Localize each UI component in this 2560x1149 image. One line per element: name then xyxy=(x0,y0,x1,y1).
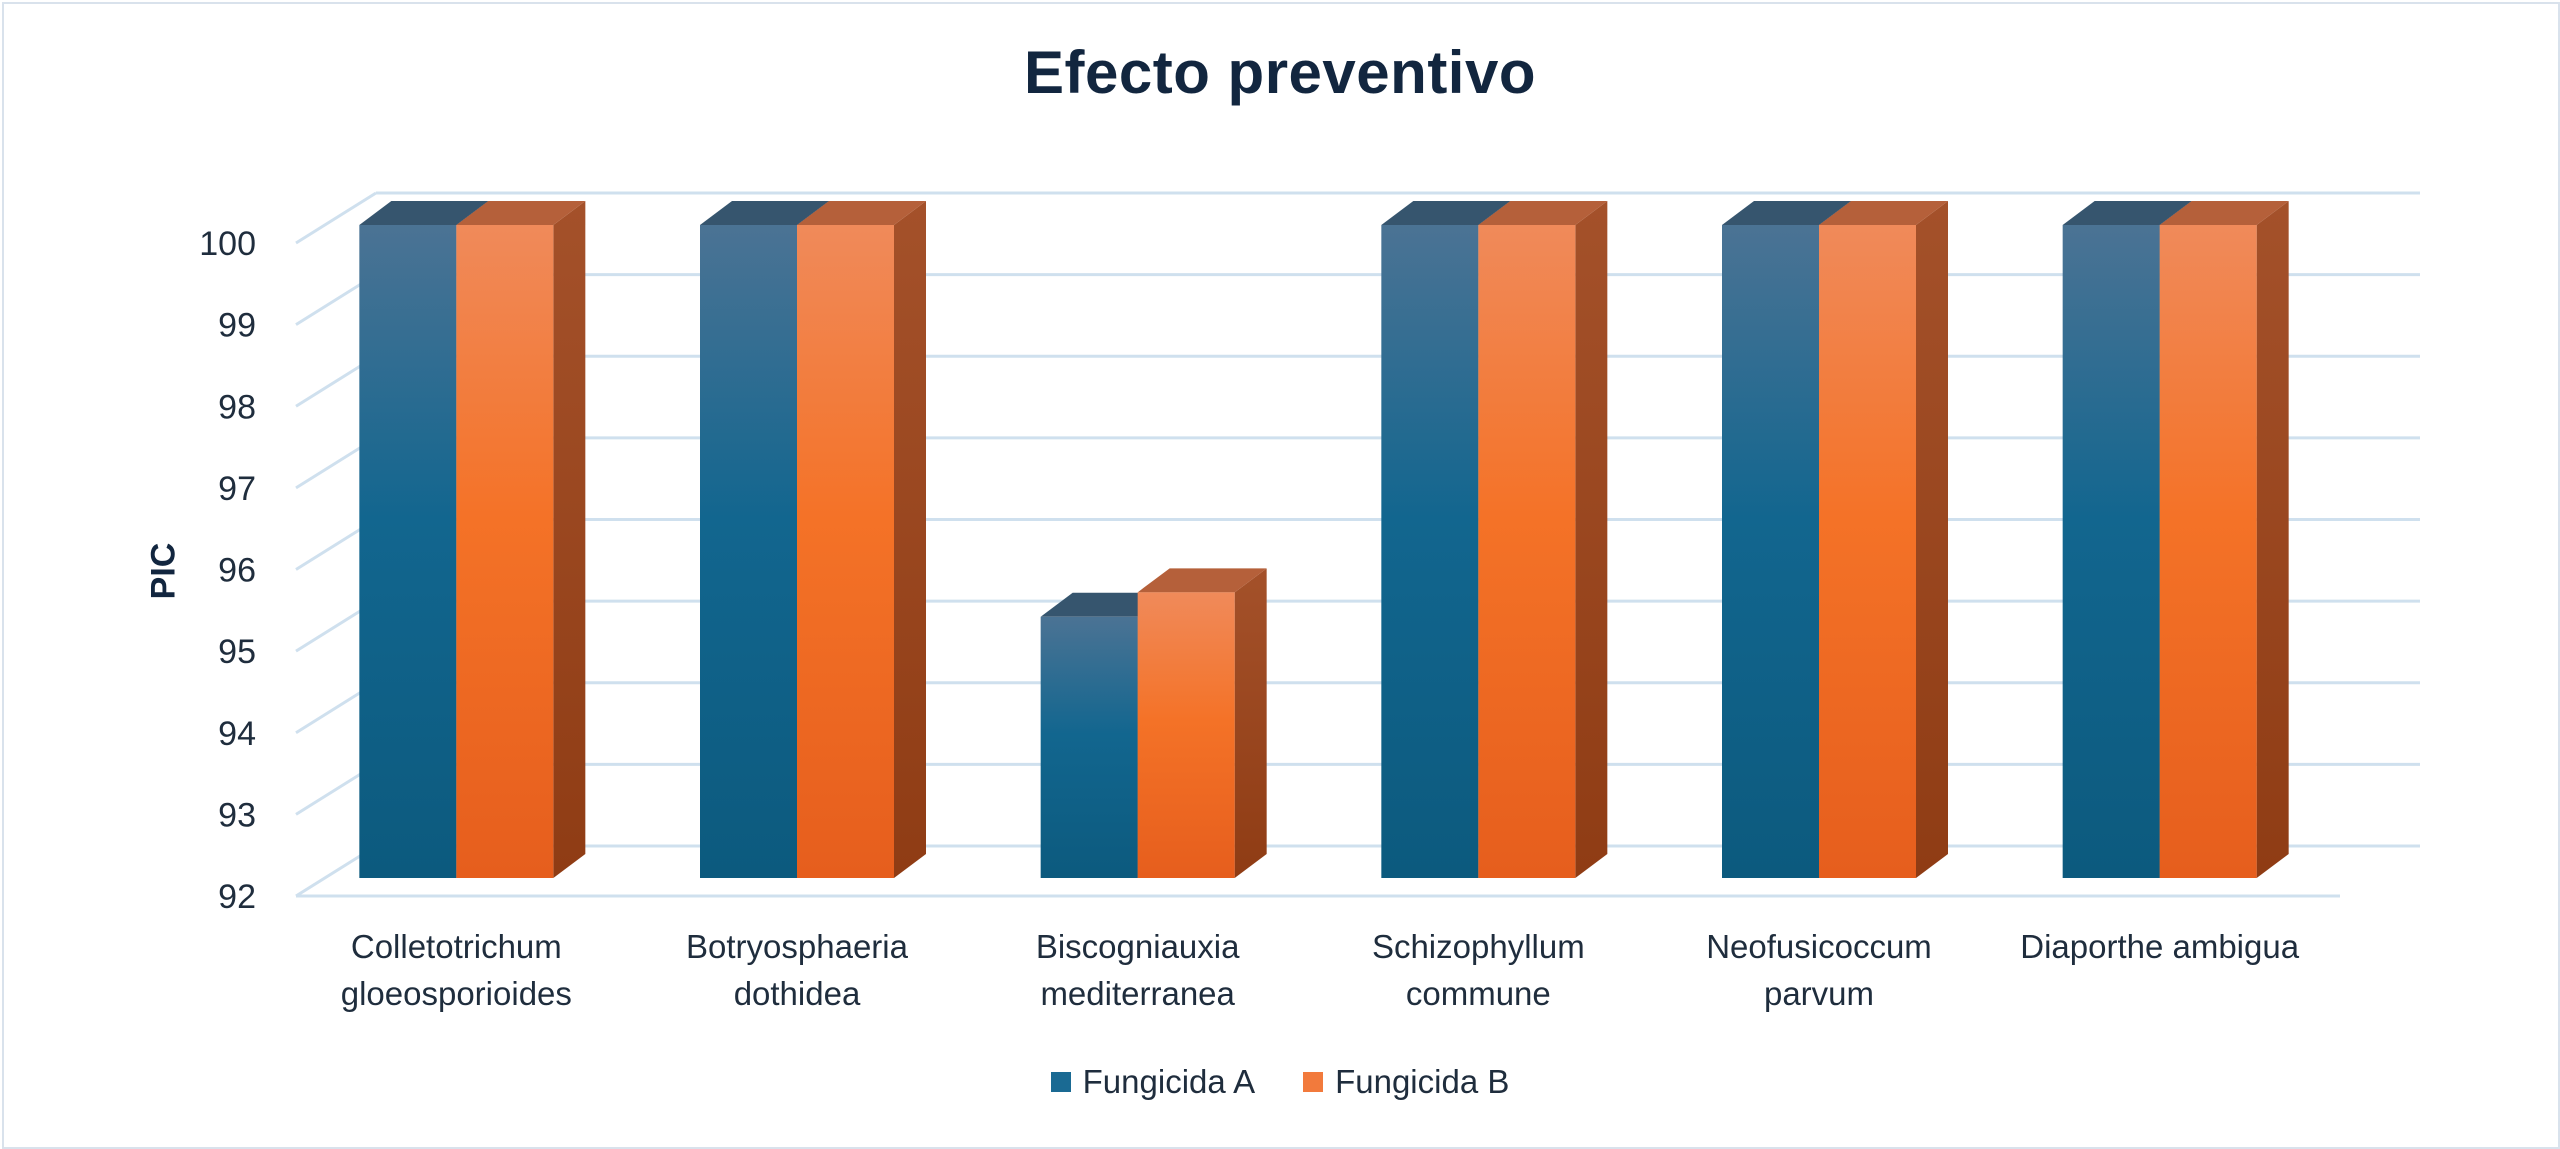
x-tick-label: Colletotrichum xyxy=(351,928,562,965)
x-tick-label: mediterranea xyxy=(1040,975,1235,1012)
bar-front-face xyxy=(700,225,797,878)
legend-label-fungicida-a: Fungicida A xyxy=(1082,1063,1256,1100)
bar-front-face xyxy=(2159,225,2257,878)
legend-swatch-fungicida-a xyxy=(1050,1072,1071,1092)
bar-side-face xyxy=(1575,201,1608,878)
x-tick-label: Biscogniauxia xyxy=(1036,928,1240,965)
bar-side-face xyxy=(553,201,586,878)
bar-side-face xyxy=(1916,201,1948,878)
y-tick-label: 96 xyxy=(218,552,256,590)
bar-top-face xyxy=(2159,201,2289,225)
y-tick-label: 97 xyxy=(218,470,256,508)
x-tick-label: Schizophyllum xyxy=(1372,928,1585,965)
bar xyxy=(1819,201,1948,878)
x-tick-label: Diaporthe ambigua xyxy=(2020,928,2299,965)
gridline-diagonal xyxy=(295,191,377,245)
bar-top-face xyxy=(797,201,926,225)
bar-front-face xyxy=(1819,225,1916,878)
x-tick-label: Botryosphaeria xyxy=(686,928,909,965)
bar-front-face xyxy=(1478,225,1576,878)
bar xyxy=(2159,201,2289,878)
legend-swatch-fungicida-b xyxy=(1303,1072,1324,1092)
bar-front-face xyxy=(1722,225,1819,878)
bar-top-face xyxy=(456,201,586,225)
x-tick-label: dothidea xyxy=(734,975,861,1012)
y-tick-label: 99 xyxy=(218,307,256,345)
bar-front-face xyxy=(1040,616,1138,878)
y-tick-label: 95 xyxy=(218,633,256,671)
legend-item-fungicida-a: Fungicida A xyxy=(1050,1063,1256,1101)
x-tick-label: parvum xyxy=(1764,975,1874,1012)
y-tick-label: 94 xyxy=(218,715,256,753)
bar-top-face xyxy=(1040,592,1170,617)
bar-top-face xyxy=(1722,201,1851,225)
y-tick-label: 92 xyxy=(218,878,256,916)
bar-side-face xyxy=(894,201,926,878)
bar xyxy=(456,201,586,878)
legend-item-fungicida-b: Fungicida B xyxy=(1303,1063,1509,1101)
bar-top-face xyxy=(2062,201,2192,225)
bar xyxy=(1478,201,1608,878)
bar-front-face xyxy=(1381,225,1479,878)
y-tick-label: 100 xyxy=(199,225,256,263)
axis-labels: 92 93 94 95 96 97 98 99 100 Colletotrichum gloeosp… xyxy=(199,225,2299,1012)
bar-top-face xyxy=(1381,201,1511,225)
bar-front-face xyxy=(2062,225,2160,878)
legend-label-fungicida-b: Fungicida B xyxy=(1335,1063,1510,1100)
bar-front-face xyxy=(1137,592,1235,878)
bar xyxy=(797,201,926,878)
y-tick-label: 98 xyxy=(218,388,256,426)
bar-top-face xyxy=(700,201,829,225)
legend: Fungicida A Fungicida B xyxy=(0,1063,2560,1101)
bars xyxy=(359,201,2289,878)
bar-front-face xyxy=(797,225,894,878)
bar-side-face xyxy=(2256,201,2289,878)
chart-title: Efecto preventivo xyxy=(1024,39,1536,106)
bar-top-face xyxy=(1819,201,1948,225)
bar-front-face xyxy=(456,225,554,878)
x-tick-label: Neofusicoccum xyxy=(1706,928,1932,965)
y-tick-label: 93 xyxy=(218,796,256,834)
bar xyxy=(1137,568,1267,878)
x-tick-label: commune xyxy=(1406,975,1551,1012)
bar-top-face xyxy=(1137,568,1267,593)
bar-top-face xyxy=(1478,201,1608,225)
bar-top-face xyxy=(359,201,489,225)
bar-front-face xyxy=(359,225,457,878)
x-tick-label: gloeosporioides xyxy=(341,975,572,1012)
bar-side-face xyxy=(1234,568,1267,878)
